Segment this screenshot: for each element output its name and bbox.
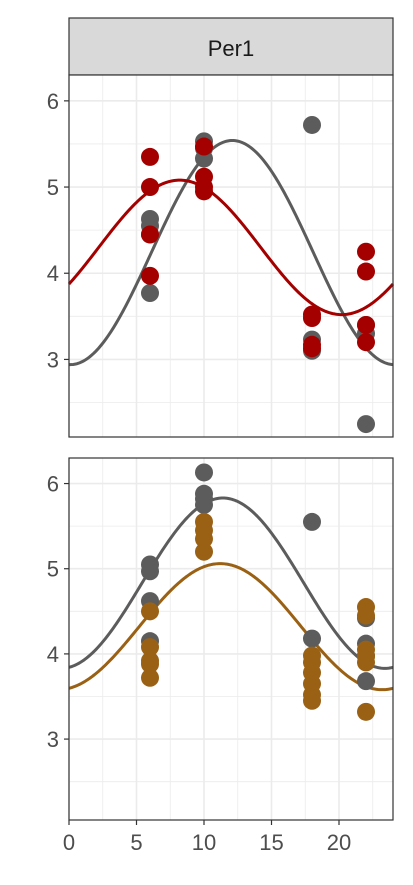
y-tick-label: 6: [47, 472, 59, 497]
facet-label: Per1: [208, 36, 254, 61]
data-point-series-1: [357, 702, 375, 721]
data-point-series-0: [195, 495, 213, 514]
fit-curve-series-0: [68, 496, 394, 670]
data-point-series-1: [141, 147, 159, 166]
y-tick-label: 4: [47, 261, 59, 286]
data-point-series-1: [141, 638, 159, 657]
data-point-series-0: [195, 463, 213, 482]
panel-bottom: 3 4 5 6: [47, 457, 394, 821]
data-point-series-0: [357, 672, 375, 691]
data-point-series-1: [303, 309, 321, 328]
panel-background: [69, 458, 393, 820]
data-point-series-1: [357, 262, 375, 281]
x-tick-label: 10: [192, 830, 216, 855]
data-point-series-1: [357, 315, 375, 334]
y-tick-label: 6: [47, 89, 59, 114]
y-tick-label: 5: [47, 557, 59, 582]
data-point-series-1: [195, 529, 213, 548]
fit-curve-series-1: [68, 562, 394, 692]
panel-border: [68, 457, 394, 821]
data-point-series-0: [303, 512, 321, 531]
data-point-series-0: [357, 415, 375, 434]
panel-border: [68, 74, 394, 438]
x-tick-label: 20: [327, 830, 351, 855]
panel-background: [69, 75, 393, 437]
data-point-series-1: [195, 542, 213, 561]
data-point-series-1: [303, 691, 321, 710]
data-point-series-1: [141, 602, 159, 621]
data-point-series-0: [141, 562, 159, 581]
data-point-series-1: [195, 182, 213, 201]
data-point-series-1: [195, 137, 213, 156]
x-tick-label: 15: [259, 830, 283, 855]
data-point-series-1: [141, 668, 159, 687]
data-point-series-1: [357, 333, 375, 352]
data-point-series-1: [141, 655, 159, 674]
y-tick-label: 4: [47, 642, 59, 667]
panel-top: 3 4 5 6: [47, 74, 395, 438]
data-point-series-0: [141, 209, 159, 228]
facet-strip: [68, 17, 394, 76]
y-tick-label: 5: [47, 175, 59, 200]
data-point-series-1: [141, 266, 159, 285]
data-point-series-1: [303, 339, 321, 358]
data-point-series-1: [357, 242, 375, 261]
fit-curve-series-1: [67, 178, 395, 317]
data-point-series-1: [357, 606, 375, 625]
x-tick-label: 0: [63, 830, 75, 855]
data-point-series-0: [141, 284, 159, 303]
data-point-series-1: [141, 178, 159, 197]
y-tick-label: 3: [47, 347, 59, 372]
fit-curve-series-0: [68, 138, 394, 367]
x-axis: 0 5 10 15 20: [63, 820, 351, 855]
data-point-series-0: [303, 629, 321, 648]
data-point-series-1: [141, 225, 159, 244]
x-tick-label: 5: [130, 830, 142, 855]
y-tick-label: 3: [47, 727, 59, 752]
data-point-series-1: [357, 653, 375, 672]
data-point-series-0: [303, 115, 321, 134]
